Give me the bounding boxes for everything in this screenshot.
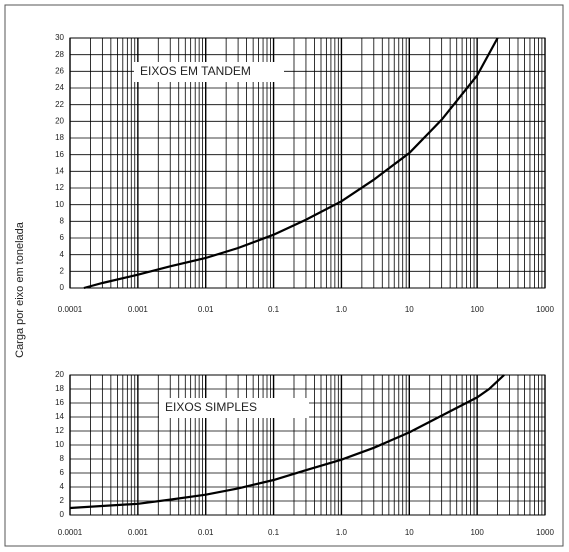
x-tick-label: 0.0001	[58, 305, 83, 314]
y-tick-label: 2	[60, 266, 65, 275]
y-tick-label: 2	[60, 496, 65, 505]
x-tick-label: 10	[405, 305, 414, 314]
curve	[69, 374, 505, 510]
y-tick-label: 30	[55, 33, 64, 42]
annotation-box	[134, 62, 284, 82]
y-tick-label: 0	[60, 510, 65, 519]
y-tick-label: 4	[60, 250, 65, 259]
y-tick-label: 20	[55, 370, 64, 379]
annotation: EIXOS EM TANDEM	[140, 64, 251, 78]
y-tick-label: 14	[55, 412, 64, 421]
y-tick-label: 16	[55, 398, 64, 407]
x-tick-label: 1000	[536, 528, 554, 537]
y-tick-label: 18	[55, 384, 64, 393]
y-tick-label: 26	[55, 66, 64, 75]
x-tick-label: 0.01	[198, 528, 214, 537]
y-tick-label: 10	[55, 200, 64, 209]
y-tick-label: 4	[60, 482, 65, 491]
y-tick-label: 8	[60, 454, 65, 463]
x-tick-label: 0.0001	[58, 528, 83, 537]
x-tick-label: 0.001	[128, 528, 149, 537]
x-tick-label: 0.01	[198, 305, 214, 314]
y-tick-label: 12	[55, 426, 64, 435]
y-tick-label: 22	[55, 100, 64, 109]
annotation-box	[159, 398, 309, 418]
x-tick-label: 1.0	[336, 305, 348, 314]
annotation: EIXOS SIMPLES	[165, 400, 257, 414]
y-tick-label: 18	[55, 133, 64, 142]
x-tick-label: 10	[405, 528, 414, 537]
x-tick-label: 0.1	[268, 528, 280, 537]
y-tick-label: 6	[60, 233, 65, 242]
y-tick-label: 14	[55, 166, 64, 175]
y-tick-label: 0	[60, 283, 65, 292]
frame	[4, 4, 564, 547]
x-tick-label: 1000	[536, 305, 554, 314]
x-tick-label: 1.0	[336, 528, 348, 537]
x-tick-label: 100	[470, 528, 484, 537]
y-tick-label: 8	[60, 216, 65, 225]
y-axis-label: Carga por eixo em tonelada	[14, 221, 26, 358]
y-tick-label: 24	[55, 83, 64, 92]
y-tick-label: 12	[55, 183, 64, 192]
curve	[83, 37, 499, 290]
x-tick-label: 0.1	[268, 305, 280, 314]
y-tick-label: 28	[55, 50, 64, 59]
y-tick-label: 6	[60, 468, 65, 477]
y-tick-label: 16	[55, 150, 64, 159]
y-tick-label: 10	[55, 440, 64, 449]
x-tick-label: 100	[470, 305, 484, 314]
y-tick-label: 20	[55, 116, 64, 125]
x-tick-label: 0.001	[128, 305, 149, 314]
